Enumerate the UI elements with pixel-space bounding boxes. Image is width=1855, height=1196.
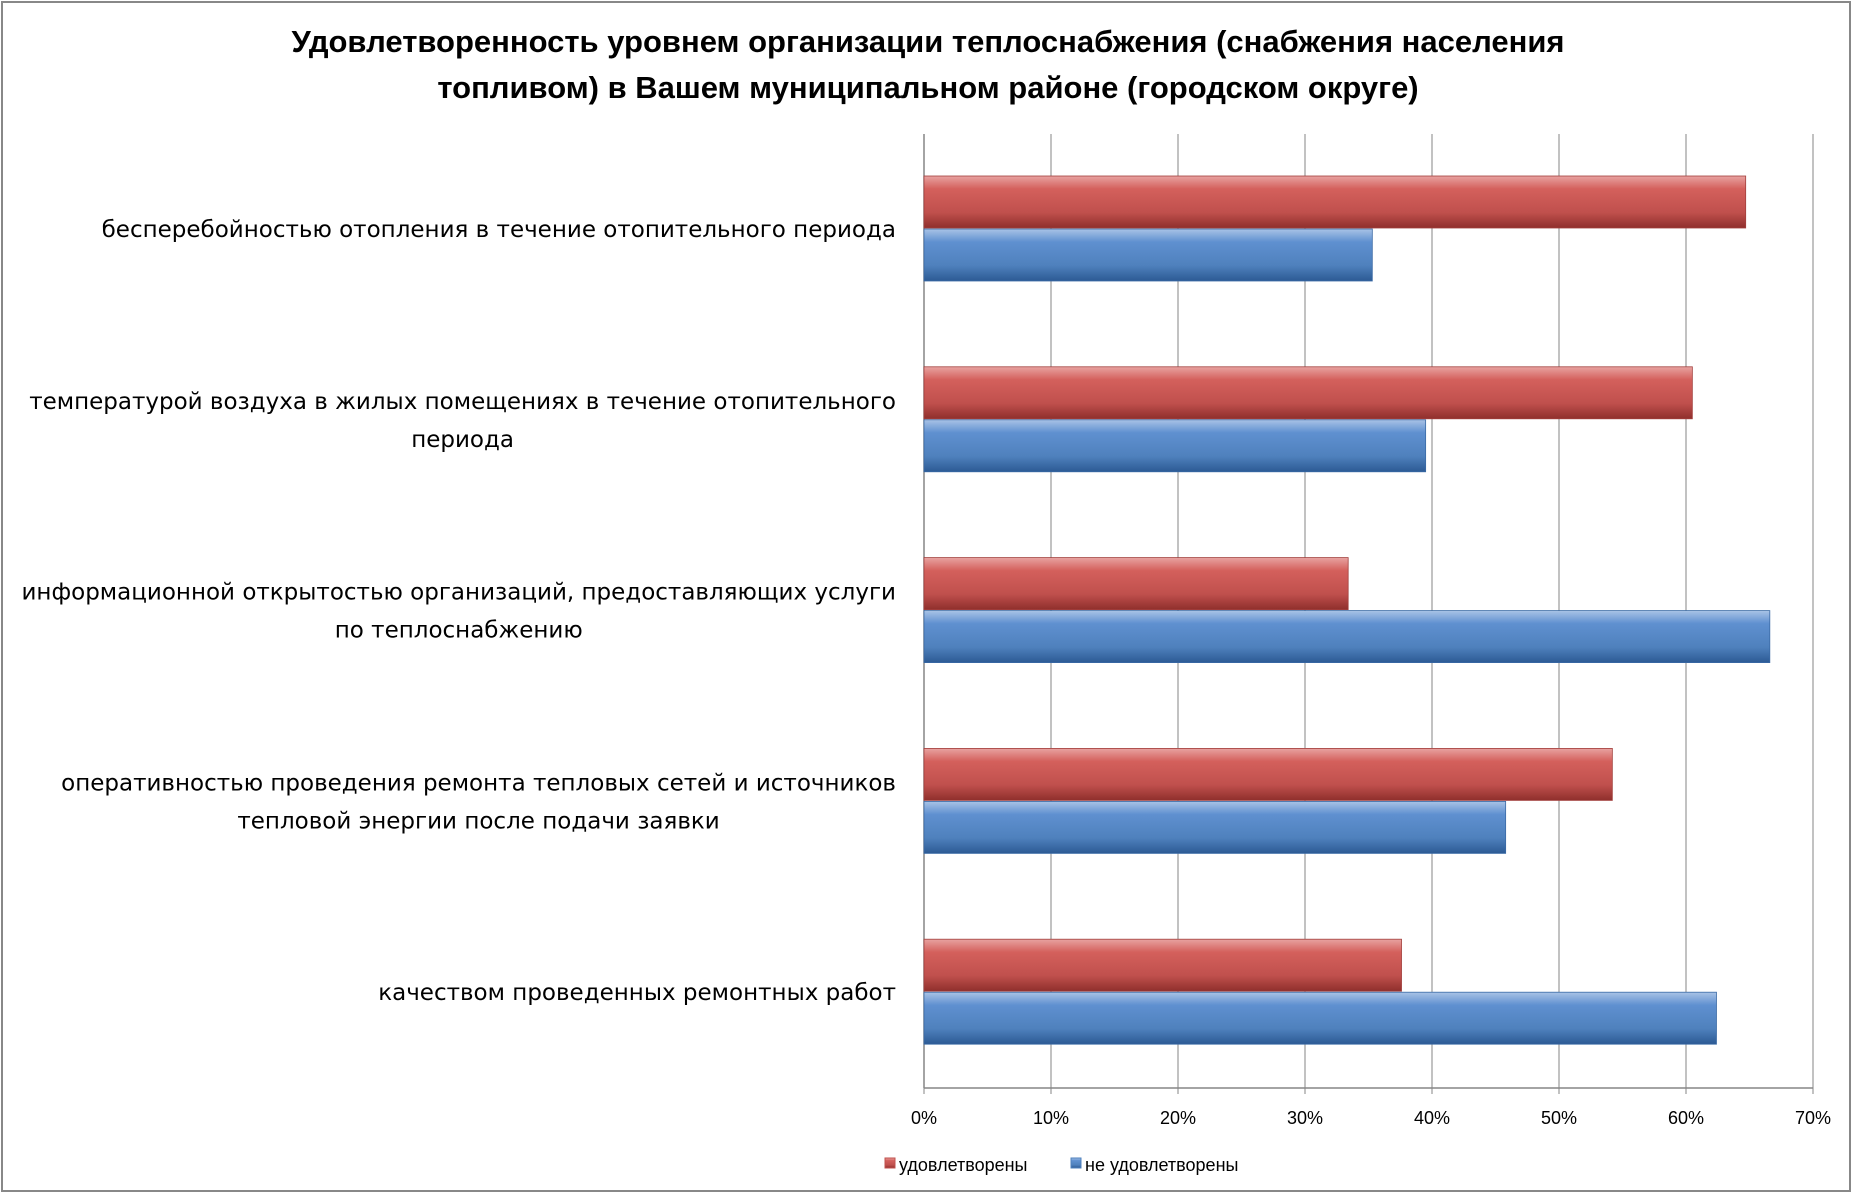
bar-satisfied [923, 175, 1747, 229]
category-label: бесперебойностью отопления в течение ото… [102, 217, 896, 243]
bar-satisfied [923, 938, 1402, 992]
category-label: оперативностью проведения ремонта теплов… [61, 770, 896, 796]
legend-label: удовлетворены [899, 1155, 1028, 1175]
category-label: качеством проведенных ремонтных работ [378, 980, 896, 1006]
bar-satisfied [923, 557, 1349, 610]
bar-satisfied [923, 748, 1613, 801]
category-label: информационной открытостью организаций, … [21, 580, 896, 606]
category-label: периода [411, 427, 514, 453]
bar-not-satisfied [923, 801, 1507, 854]
x-tick-label: 10% [1033, 1108, 1069, 1128]
x-tick-label: 70% [1795, 1108, 1831, 1128]
x-tick-label: 50% [1541, 1108, 1577, 1128]
bar-not-satisfied [923, 991, 1717, 1045]
chart-title-line-1: Удовлетворенность уровнем организации те… [291, 24, 1564, 59]
x-tick-label: 60% [1668, 1108, 1704, 1128]
bar-satisfied [923, 366, 1693, 420]
legend-swatch-not-satisfied [1070, 1157, 1082, 1169]
category-label: по теплоснабжению [335, 618, 583, 644]
category-label: температурой воздуха в жилых помещениях … [29, 389, 896, 415]
x-tick-label: 0% [911, 1108, 937, 1128]
category-label: тепловой энергии после подачи заявки [237, 808, 719, 834]
legend-label: не удовлетворены [1085, 1155, 1238, 1175]
x-tick-label: 30% [1287, 1108, 1323, 1128]
chart-title-line-2: топливом) в Вашем муниципальном районе (… [437, 70, 1418, 105]
bar-not-satisfied [923, 228, 1373, 282]
bar-not-satisfied [923, 419, 1427, 473]
x-tick-label: 20% [1160, 1108, 1196, 1128]
legend-swatch-satisfied [884, 1157, 896, 1169]
bar-not-satisfied [923, 610, 1771, 663]
x-tick-label: 40% [1414, 1108, 1450, 1128]
